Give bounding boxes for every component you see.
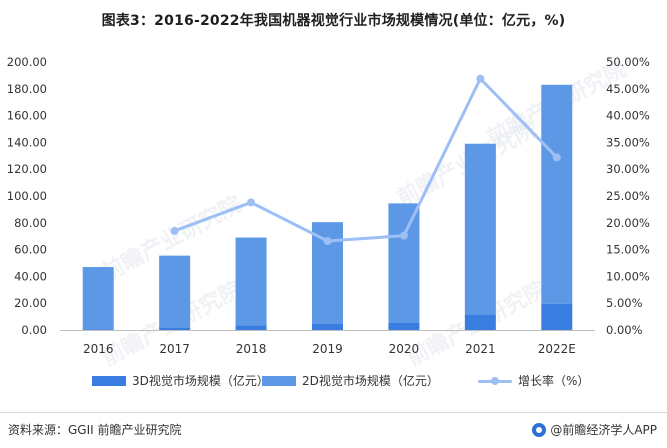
right-tick-label: 5.00% xyxy=(606,296,643,310)
left-tick-label: 80.00 xyxy=(14,216,47,230)
right-tick-label: 25.00% xyxy=(606,189,650,203)
right-axis-ticks: 0.00% 5.00% 10.00% 15.00% 20.00% 25.00% 30.00%… xyxy=(606,55,650,337)
left-tick-label: 120.00 xyxy=(7,162,47,176)
bar-3d xyxy=(312,323,343,330)
legend-item-2d: 2D视觉市场规模（亿元） xyxy=(262,372,439,389)
right-tick-label: 45.00% xyxy=(606,82,650,96)
growth-point xyxy=(476,74,485,83)
left-tick-label: 180.00 xyxy=(7,82,47,96)
legend-swatch-growth xyxy=(478,376,512,386)
bar-3d xyxy=(82,329,114,330)
right-tick-label: 50.00% xyxy=(606,55,650,69)
right-tick-label: 10.00% xyxy=(606,269,650,283)
left-tick-label: 20.00 xyxy=(14,296,47,310)
left-tick-label: 40.00 xyxy=(14,269,47,283)
right-tick-label: 35.00% xyxy=(606,135,650,149)
chart-canvas: 前瞻产业研究院前瞻产业研究院前瞻产业研究院前瞻产业研究院前瞻产业研究院 0.00… xyxy=(7,55,650,370)
growth-point xyxy=(552,153,561,162)
growth-line xyxy=(173,77,559,243)
growth-point xyxy=(170,226,179,235)
left-tick-label: 0.00 xyxy=(21,323,47,337)
left-axis-ticks: 0.00 20.00 40.00 60.00 80.00 100.00 120.00 140.… xyxy=(7,55,47,337)
source-note: 资料来源：GGII 前瞻产业研究院 xyxy=(8,423,182,437)
x-tick-label: 2017 xyxy=(159,342,190,356)
bar-3d xyxy=(541,303,573,330)
bar-2d xyxy=(388,203,420,323)
legend: 3D视觉市场规模（亿元） 2D视觉市场规模（亿元） 增长率（%） xyxy=(0,372,667,392)
left-tick-label: 100.00 xyxy=(7,189,47,203)
growth-line-layer xyxy=(170,74,561,246)
bar-2d xyxy=(235,237,267,326)
growth-point xyxy=(399,231,408,240)
x-tick-label: 2022E xyxy=(538,342,576,356)
x-tick-label: 2019 xyxy=(312,342,343,356)
bar-2d xyxy=(159,255,191,328)
left-tick-label: 140.00 xyxy=(7,135,47,149)
bar-2d xyxy=(541,84,573,304)
right-tick-label: 20.00% xyxy=(606,216,650,230)
growth-point xyxy=(247,198,256,207)
x-tick-label: 2018 xyxy=(236,342,267,356)
brand-logo-icon xyxy=(532,422,547,437)
bar-3d xyxy=(235,325,267,330)
legend-label-3d: 3D视觉市场规模（亿元） xyxy=(132,374,269,388)
bar-2d xyxy=(464,143,496,315)
right-tick-label: 15.00% xyxy=(606,243,650,257)
bar-3d xyxy=(388,322,420,330)
x-axis-labels: 2016 2017 2018 2019 2020 2021 2022E xyxy=(83,342,576,356)
legend-item-growth: 增长率（%） xyxy=(478,372,589,389)
bar-2d xyxy=(82,267,114,330)
left-tick-label: 160.00 xyxy=(7,109,47,123)
left-tick-label: 200.00 xyxy=(7,55,47,69)
x-tick-label: 2020 xyxy=(389,342,420,356)
footer-divider xyxy=(0,412,667,413)
brand-credit: @前瞻经济学人APP xyxy=(532,421,657,438)
left-tick-label: 60.00 xyxy=(14,243,47,257)
chart-title: 图表3：2016-2022年我国机器视觉行业市场规模情况(单位：亿元，%) xyxy=(101,13,566,29)
right-tick-label: 40.00% xyxy=(606,109,650,123)
brand-text: @前瞻经济学人APP xyxy=(550,423,657,437)
x-tick-label: 2021 xyxy=(465,342,496,356)
bar-3d xyxy=(159,327,191,330)
growth-point xyxy=(323,237,332,246)
right-tick-label: 0.00% xyxy=(606,323,643,337)
legend-item-3d: 3D视觉市场规模（亿元） xyxy=(92,372,269,389)
legend-label-growth: 增长率（%） xyxy=(518,374,590,388)
bar-3d xyxy=(464,314,496,330)
legend-label-2d: 2D视觉市场规模（亿元） xyxy=(302,374,439,388)
x-tick-label: 2016 xyxy=(83,342,114,356)
legend-swatch-3d xyxy=(92,375,126,386)
legend-swatch-2d xyxy=(262,375,296,386)
right-tick-label: 30.00% xyxy=(606,162,650,176)
